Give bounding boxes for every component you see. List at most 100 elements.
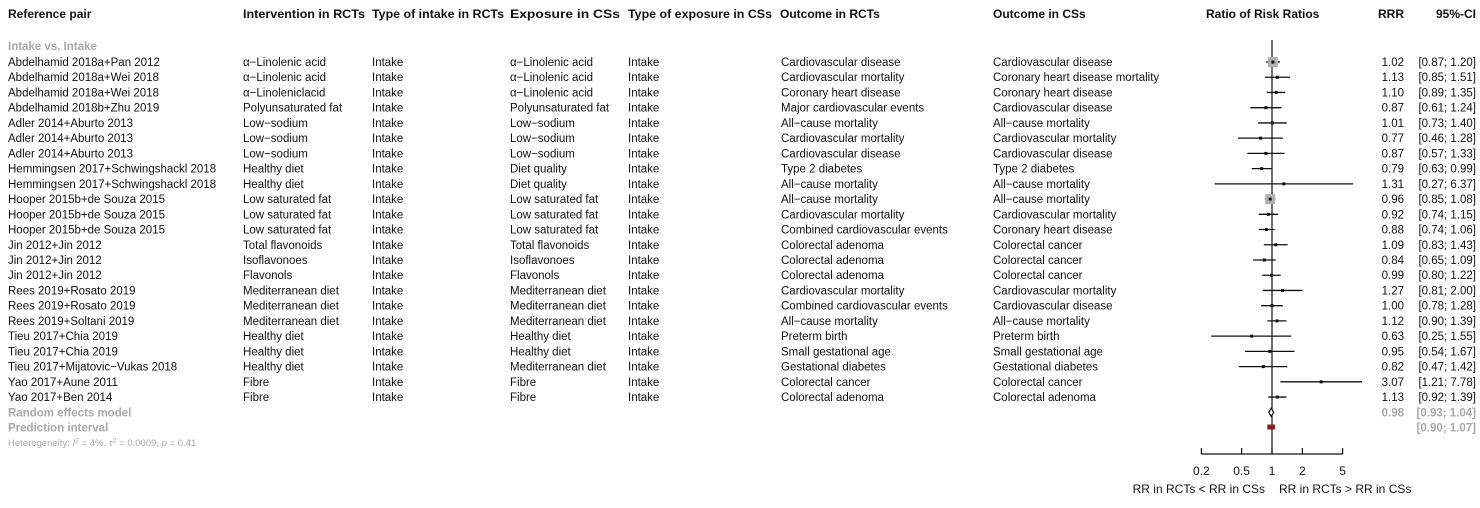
table-row: Yao 2017+Aune 2011 Fibre Intake Fibre Intake… — [8, 377, 1476, 389]
cell-outcome-cs: Coronary heart disease — [993, 225, 1113, 237]
cell-intake: Intake — [372, 377, 403, 389]
cell-exposure-type: Intake — [628, 346, 659, 358]
cell-intake: Intake — [372, 316, 403, 328]
table-row: Yao 2017+Ben 2014 Fibre Intake Fibre Intake C… — [8, 392, 1476, 404]
cell-ref: Hemmingsen 2017+Schwingshackl 2018 — [8, 179, 216, 191]
cell-ref: Jin 2012+Jin 2012 — [8, 255, 102, 267]
cell-outcome-cs: All−cause mortality — [993, 316, 1090, 328]
cell-intervention: α−Linolenic acid — [243, 57, 326, 69]
point-estimate — [1261, 365, 1265, 369]
subgroup-label: Intake vs. Intake — [8, 41, 97, 53]
cell-outcome-rct: Colorectal adenoma — [781, 392, 885, 404]
cell-outcome-rct: All−cause mortality — [781, 179, 878, 191]
heterogeneity-part: 2 — [113, 437, 117, 444]
cell-exposure: Healthy diet — [510, 331, 572, 343]
cell-ref: Abdelhamid 2018b+Zhu 2019 — [8, 103, 159, 115]
rrr-value: 1.12 — [1382, 316, 1404, 328]
cell-outcome-cs: Cardiovascular mortality — [993, 133, 1117, 145]
prediction-interval-label: Prediction interval — [8, 423, 108, 435]
point-estimate — [1262, 258, 1266, 262]
heterogeneity-part: p — [161, 438, 167, 449]
xlabel-right: RR in RCTs > RR in CSs — [1279, 482, 1411, 496]
cell-exposure-type: Intake — [628, 57, 659, 69]
cell-outcome-cs: Gestational diabetes — [993, 362, 1098, 374]
random-effects-label: Random effects model — [8, 407, 131, 419]
rrr-value: 0.95 — [1382, 346, 1404, 358]
ci-value: [0.89; 1.35] — [1418, 87, 1476, 99]
rrr-value: 0.87 — [1382, 103, 1404, 115]
cell-exposure-type: Intake — [628, 255, 659, 267]
cell-outcome-rct: Coronary heart disease — [781, 87, 901, 99]
cell-outcome-cs: Preterm birth — [993, 331, 1059, 343]
cell-intake: Intake — [372, 148, 403, 160]
cell-ref: Rees 2019+Rosato 2019 — [8, 301, 136, 313]
random-effects-diamond — [1268, 407, 1275, 418]
table-row: Hooper 2015b+de Souza 2015 Low saturated … — [8, 225, 1476, 237]
rrr-value: 1.01 — [1382, 118, 1404, 130]
axis-tick-label: 5 — [1339, 464, 1346, 478]
ci-value: [0.25; 1.55] — [1418, 331, 1476, 343]
cell-ref: Adler 2014+Aburto 2013 — [8, 148, 133, 160]
cell-ref: Rees 2019+Rosato 2019 — [8, 285, 136, 297]
cell-exposure: Total flavonoids — [510, 240, 590, 252]
cell-exposure-type: Intake — [628, 72, 659, 84]
cell-outcome-cs: Colorectal cancer — [993, 240, 1083, 252]
cell-intake: Intake — [372, 103, 403, 115]
cell-intervention: Mediterranean diet — [243, 301, 340, 313]
cell-exposure: Healthy diet — [510, 346, 572, 358]
prediction-interval-ci: [0.90; 1.07] — [1417, 423, 1477, 435]
cell-intake: Intake — [372, 164, 403, 176]
cell-intervention: Fibre — [243, 377, 269, 389]
cell-exposure-type: Intake — [628, 87, 659, 99]
cell-exposure: Mediterranean diet — [510, 285, 607, 297]
ci-value: [0.80; 1.22] — [1418, 270, 1476, 282]
axis-tick-label: 0.5 — [1233, 464, 1250, 478]
cell-intake: Intake — [372, 225, 403, 237]
summary-rows: Random effects model 0.98 [0.93; 1.04] Pred… — [8, 407, 1476, 448]
point-estimate — [1270, 304, 1274, 308]
ci-value: [0.90; 1.39] — [1418, 316, 1476, 328]
heterogeneity-part: τ — [109, 438, 113, 449]
header-reference: Reference pair — [8, 7, 92, 21]
cell-exposure-type: Intake — [628, 225, 659, 237]
heterogeneity-part: = 4%, — [79, 438, 109, 449]
rrr-value: 1.10 — [1382, 87, 1404, 99]
rrr-value: 1.02 — [1382, 57, 1404, 69]
cell-intake: Intake — [372, 285, 403, 297]
cell-outcome-rct: Cardiovascular disease — [781, 57, 901, 69]
cell-outcome-cs: Colorectal cancer — [993, 255, 1083, 267]
cell-exposure-type: Intake — [628, 194, 659, 206]
cell-ref: Abdelhamid 2018a+Wei 2018 — [8, 72, 159, 84]
cell-intake: Intake — [372, 346, 403, 358]
cell-exposure-type: Intake — [628, 316, 659, 328]
cell-outcome-rct: Cardiovascular disease — [781, 148, 901, 160]
study-rows: Abdelhamid 2018a+Pan 2012 α−Linolenic aci… — [8, 57, 1476, 404]
header-rrr: RRR — [1378, 7, 1404, 21]
cell-exposure-type: Intake — [628, 133, 659, 145]
cell-exposure-type: Intake — [628, 103, 659, 115]
cell-ref: Hooper 2015b+de Souza 2015 — [8, 209, 165, 221]
rrr-value: 0.84 — [1382, 255, 1405, 267]
cell-outcome-rct: Colorectal adenoma — [781, 240, 885, 252]
cell-ref: Abdelhamid 2018a+Wei 2018 — [8, 87, 159, 99]
cell-outcome-rct: All−cause mortality — [781, 316, 878, 328]
cell-ref: Jin 2012+Jin 2012 — [8, 240, 102, 252]
cell-outcome-cs: Colorectal cancer — [993, 270, 1083, 282]
axis-tick-label: 1 — [1269, 464, 1276, 478]
cell-intake: Intake — [372, 270, 403, 282]
header-plot: Ratio of Risk Ratios — [1206, 7, 1320, 21]
random-effects-rrr: 0.98 — [1382, 407, 1405, 419]
cell-outcome-cs: All−cause mortality — [993, 194, 1090, 206]
cell-exposure: Fibre — [510, 377, 536, 389]
cell-intervention: α−Linoleniclacid — [243, 87, 325, 99]
cell-exposure: Mediterranean diet — [510, 362, 607, 374]
cell-exposure-type: Intake — [628, 270, 659, 282]
table-row: Adler 2014+Aburto 2013 Low−sodium Intake Lo… — [8, 118, 1476, 130]
header-outcome-cs: Outcome in CSs — [993, 7, 1086, 21]
axis-tick-label: 0.2 — [1193, 464, 1210, 478]
table-row: Adler 2014+Aburto 2013 Low−sodium Intake Lo… — [8, 133, 1476, 145]
cell-outcome-rct: Major cardiovascular events — [781, 103, 924, 115]
heterogeneity-part: I — [72, 438, 75, 449]
cell-intake: Intake — [372, 133, 403, 145]
ci-value: [0.47; 1.42] — [1418, 362, 1476, 374]
